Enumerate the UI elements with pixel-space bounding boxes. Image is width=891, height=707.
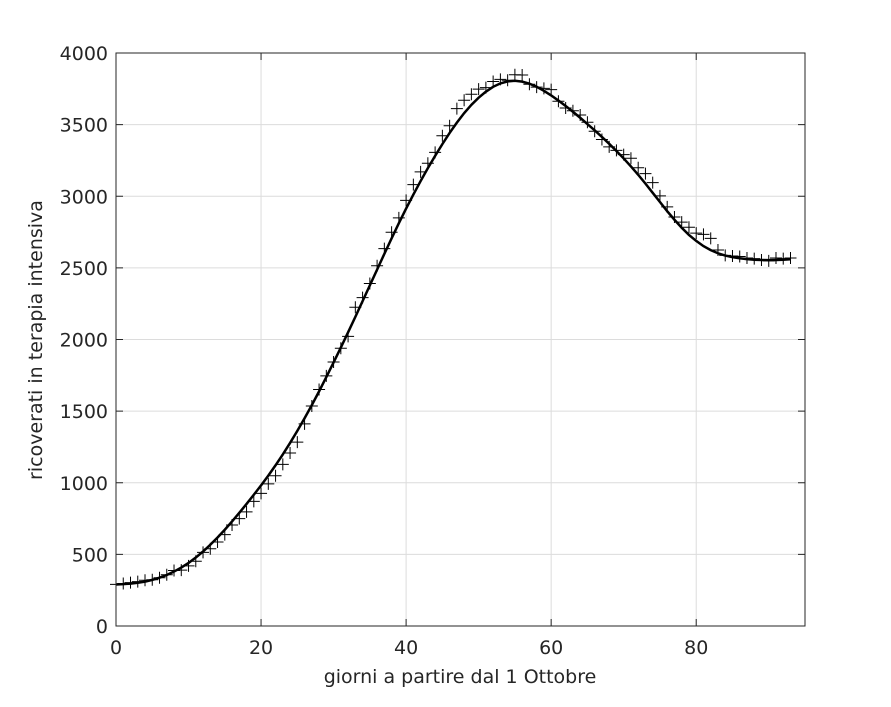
y-tick-label: 0 — [96, 616, 108, 638]
data-point — [240, 505, 253, 518]
y-axis-label: ricoverati in terapia intensiva — [25, 200, 47, 480]
data-point — [784, 251, 797, 264]
y-tick-label: 1500 — [60, 401, 108, 423]
y-tick-label: 2500 — [60, 258, 108, 280]
data-point — [516, 69, 529, 82]
data-point — [291, 436, 304, 449]
y-tick-label: 500 — [72, 544, 108, 566]
y-tick-label: 3500 — [60, 115, 108, 137]
data-point — [284, 446, 297, 459]
data-point — [262, 477, 275, 490]
data-point — [545, 83, 558, 96]
data-point — [472, 83, 485, 96]
x-axis-label: giorni a partire dal 1 Ottobre — [324, 666, 597, 688]
data-point — [458, 94, 471, 107]
x-tick-label: 0 — [110, 637, 122, 659]
y-tick-label: 3000 — [60, 186, 108, 208]
data-point — [639, 167, 652, 180]
x-tick-label: 20 — [249, 637, 273, 659]
y-tick-label: 4000 — [60, 43, 108, 65]
data-point — [632, 161, 645, 174]
data-point — [769, 251, 782, 264]
data-point — [697, 228, 710, 241]
marks — [110, 68, 797, 591]
data-point — [682, 221, 695, 234]
data-point — [704, 232, 717, 245]
y-tick-label: 1000 — [60, 473, 108, 495]
x-tick-label: 40 — [394, 637, 418, 659]
data-point — [269, 469, 282, 482]
data-point — [646, 176, 659, 189]
x-tick-label: 60 — [539, 637, 563, 659]
fit-line — [115, 79, 791, 586]
data-point — [255, 487, 268, 500]
x-tick-label: 80 — [684, 637, 708, 659]
data-point — [450, 102, 463, 115]
data-point — [276, 458, 289, 471]
data-point — [690, 227, 703, 240]
data-point — [465, 88, 478, 101]
data-point — [624, 152, 637, 165]
y-tick-label: 2000 — [60, 330, 108, 352]
